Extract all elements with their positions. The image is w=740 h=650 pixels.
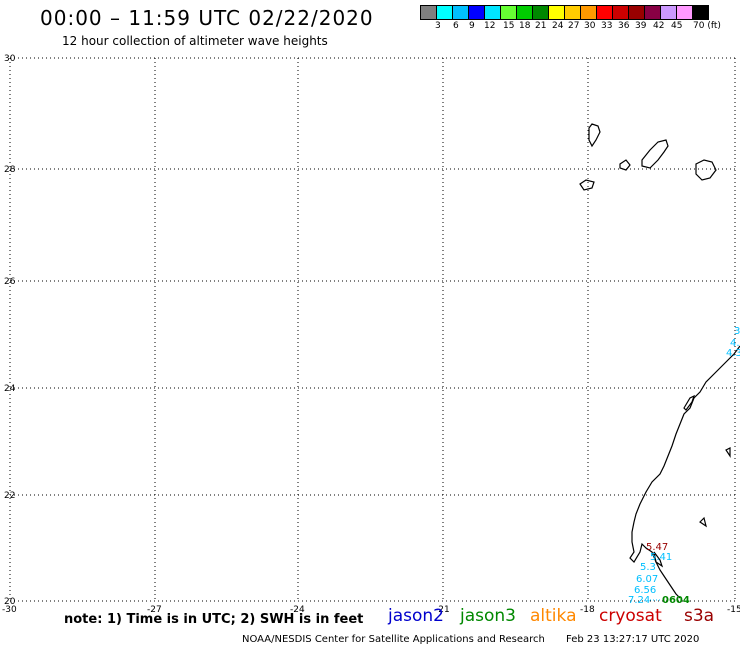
island-el-hierro <box>579 179 595 191</box>
map-subtitle: 12 hour collection of altimeter wave hei… <box>62 34 328 48</box>
scale-label: 30 <box>584 21 596 31</box>
legend-cryosat: cryosat <box>599 606 662 626</box>
scale-label: 9 <box>469 21 475 31</box>
island-la-gomera <box>619 159 631 171</box>
wave-height-label: 7.24 <box>628 595 650 606</box>
scale-label: 6 <box>453 21 459 31</box>
legend-jason3: jason3 <box>460 606 516 626</box>
lon-label: -24 <box>290 605 305 615</box>
wave-height-label: 5.3 <box>640 562 656 573</box>
scale-label: 12 <box>484 21 496 31</box>
lat-label: 30 <box>4 54 16 64</box>
lon-label: -18 <box>580 605 595 615</box>
legend-jason2: jason2 <box>388 606 444 626</box>
scale-label: 24 <box>552 21 564 31</box>
footnote: note: 1) Time is in UTC; 2) SWH is in fe… <box>64 612 364 627</box>
map-title: 00:00 – 11:59 UTC 02/22/2020 <box>40 6 374 30</box>
scale-label: 33 <box>601 21 613 31</box>
wave-height-label: 4.3 <box>726 348 740 359</box>
color-scale <box>420 5 709 20</box>
scale-label: 3 <box>435 21 441 31</box>
island-gran-canaria <box>695 159 717 181</box>
wave-height-label: 5.47 <box>646 542 668 553</box>
scale-label: 21 <box>535 21 547 31</box>
agency-credit: NOAA/NESDIS Center for Satellite Applica… <box>242 634 545 645</box>
wave-height-label: 4. <box>730 338 740 349</box>
island-tenerife <box>641 139 669 169</box>
scale-swatch <box>692 5 709 20</box>
lon-label: -15 <box>727 605 740 615</box>
dakhla-peninsula <box>683 394 696 411</box>
scale-label: 27 <box>568 21 580 31</box>
african-coastline <box>629 345 740 599</box>
wave-height-label: 3 <box>734 326 740 337</box>
lon-label: -21 <box>435 605 450 615</box>
cap-blanc <box>653 551 664 568</box>
lat-lon-grid <box>9 57 736 602</box>
coastline <box>579 123 740 599</box>
scale-label: 36 <box>618 21 630 31</box>
credit-footer: NOAA/NESDIS Center for Satellite Applica… <box>242 634 699 645</box>
lat-label: 26 <box>4 277 16 287</box>
wave-height-label: 0604 <box>662 595 690 606</box>
island-la-palma <box>588 123 601 148</box>
scale-label: 39 <box>635 21 647 31</box>
wave-height-label: 6.56 <box>634 585 656 596</box>
scale-label: 45 <box>671 21 683 31</box>
scale-label: 15 <box>503 21 515 31</box>
scale-label: 70 (ft) <box>693 21 721 31</box>
legend-altika: altika <box>530 606 577 626</box>
scale-label: 42 <box>653 21 665 31</box>
lat-label: 24 <box>4 384 16 394</box>
banc-arguin-islet <box>699 516 707 528</box>
generated-timestamp: Feb 23 13:27:17 UTC 2020 <box>566 634 700 645</box>
lat-label: 22 <box>4 491 15 501</box>
axis-tick-labels: 30 28 26 24 22 20-30 -27 -24 -21 -18 -15 <box>2 54 740 615</box>
coastal-rock <box>725 447 731 458</box>
legend-s3a: s3a <box>684 606 715 626</box>
lat-label: 20 <box>4 597 16 607</box>
wave-height-label: 6.07 <box>636 574 658 585</box>
lon-label: -30 <box>2 605 17 615</box>
altimeter-measurements: 34.4.3 5.475.415.36.076.567.24 0604 <box>628 326 740 606</box>
lon-label: -27 <box>147 605 162 615</box>
wave-height-label: 5.41 <box>650 552 672 563</box>
lat-label: 28 <box>4 165 16 175</box>
scale-label: 18 <box>519 21 531 31</box>
